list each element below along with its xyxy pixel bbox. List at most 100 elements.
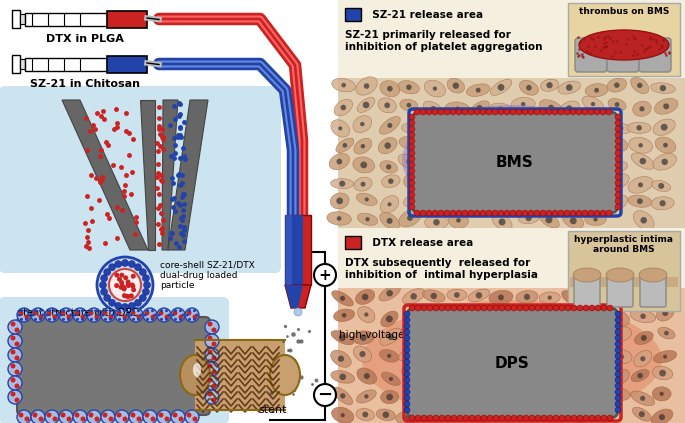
Circle shape xyxy=(192,314,197,319)
Circle shape xyxy=(20,318,23,321)
Circle shape xyxy=(615,180,621,186)
Circle shape xyxy=(477,164,482,169)
Circle shape xyxy=(660,200,666,206)
Ellipse shape xyxy=(331,179,353,189)
Circle shape xyxy=(406,85,412,90)
Circle shape xyxy=(434,392,440,398)
Circle shape xyxy=(18,313,21,316)
Circle shape xyxy=(570,217,577,224)
Circle shape xyxy=(475,292,482,299)
Circle shape xyxy=(168,313,171,316)
Circle shape xyxy=(664,331,669,335)
Circle shape xyxy=(386,218,393,224)
Bar xyxy=(25,58,107,71)
Circle shape xyxy=(663,293,669,298)
Circle shape xyxy=(34,318,37,321)
Ellipse shape xyxy=(353,157,375,173)
Circle shape xyxy=(637,83,643,88)
Circle shape xyxy=(205,390,219,404)
Ellipse shape xyxy=(606,268,634,282)
Circle shape xyxy=(427,415,433,421)
Circle shape xyxy=(615,178,621,184)
Circle shape xyxy=(25,309,28,312)
Circle shape xyxy=(486,109,492,115)
Circle shape xyxy=(186,313,188,316)
Circle shape xyxy=(131,310,136,316)
Ellipse shape xyxy=(379,286,400,301)
Ellipse shape xyxy=(471,372,491,383)
Circle shape xyxy=(409,120,415,126)
Circle shape xyxy=(543,143,549,149)
Circle shape xyxy=(60,310,66,316)
Circle shape xyxy=(498,106,503,111)
FancyBboxPatch shape xyxy=(574,273,600,307)
Ellipse shape xyxy=(331,350,351,367)
Circle shape xyxy=(571,392,577,398)
Ellipse shape xyxy=(658,327,675,339)
Circle shape xyxy=(60,412,66,418)
Circle shape xyxy=(492,109,498,115)
Circle shape xyxy=(409,192,415,198)
Circle shape xyxy=(134,299,141,306)
Circle shape xyxy=(565,415,571,421)
FancyBboxPatch shape xyxy=(639,38,671,72)
Circle shape xyxy=(510,210,516,216)
Circle shape xyxy=(600,210,606,216)
Circle shape xyxy=(129,293,134,298)
Ellipse shape xyxy=(606,135,627,151)
Bar xyxy=(338,78,685,228)
Ellipse shape xyxy=(423,290,445,302)
Circle shape xyxy=(589,415,595,421)
Ellipse shape xyxy=(516,353,535,365)
Circle shape xyxy=(108,299,116,306)
Circle shape xyxy=(659,414,665,420)
Ellipse shape xyxy=(512,120,535,138)
Ellipse shape xyxy=(331,371,355,383)
Circle shape xyxy=(151,318,154,321)
Ellipse shape xyxy=(490,175,512,192)
Circle shape xyxy=(31,308,45,322)
Circle shape xyxy=(294,308,302,316)
Circle shape xyxy=(658,183,664,189)
Ellipse shape xyxy=(468,289,490,302)
Circle shape xyxy=(410,293,417,299)
Circle shape xyxy=(134,264,141,271)
Ellipse shape xyxy=(445,102,470,115)
Circle shape xyxy=(540,210,546,216)
Circle shape xyxy=(478,313,484,319)
Ellipse shape xyxy=(564,407,585,423)
Circle shape xyxy=(118,309,121,312)
Circle shape xyxy=(8,376,22,390)
Circle shape xyxy=(547,296,552,300)
Ellipse shape xyxy=(609,369,630,386)
Ellipse shape xyxy=(401,329,422,348)
Circle shape xyxy=(614,102,619,107)
Ellipse shape xyxy=(519,80,538,95)
Circle shape xyxy=(404,389,410,395)
Circle shape xyxy=(121,285,126,290)
Circle shape xyxy=(212,355,216,360)
Circle shape xyxy=(523,305,529,311)
Circle shape xyxy=(549,416,553,420)
Circle shape xyxy=(48,318,51,321)
Ellipse shape xyxy=(449,198,471,211)
Circle shape xyxy=(130,284,136,288)
Circle shape xyxy=(342,313,347,318)
Ellipse shape xyxy=(539,387,562,403)
Circle shape xyxy=(108,264,116,271)
Circle shape xyxy=(179,309,182,312)
Circle shape xyxy=(474,210,480,216)
Ellipse shape xyxy=(494,313,515,325)
Circle shape xyxy=(151,309,154,312)
Ellipse shape xyxy=(354,138,372,154)
Circle shape xyxy=(617,125,623,131)
Circle shape xyxy=(14,370,19,374)
Circle shape xyxy=(456,218,461,222)
Circle shape xyxy=(432,317,435,321)
Circle shape xyxy=(112,313,114,316)
Circle shape xyxy=(409,168,415,174)
Circle shape xyxy=(511,415,517,421)
Text: stent: stent xyxy=(258,405,286,415)
Circle shape xyxy=(128,302,136,309)
Ellipse shape xyxy=(330,193,349,209)
